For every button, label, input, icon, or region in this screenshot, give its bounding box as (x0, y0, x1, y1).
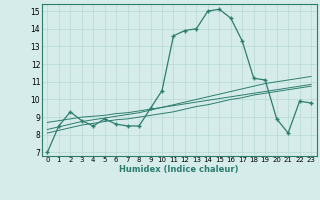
X-axis label: Humidex (Indice chaleur): Humidex (Indice chaleur) (119, 165, 239, 174)
